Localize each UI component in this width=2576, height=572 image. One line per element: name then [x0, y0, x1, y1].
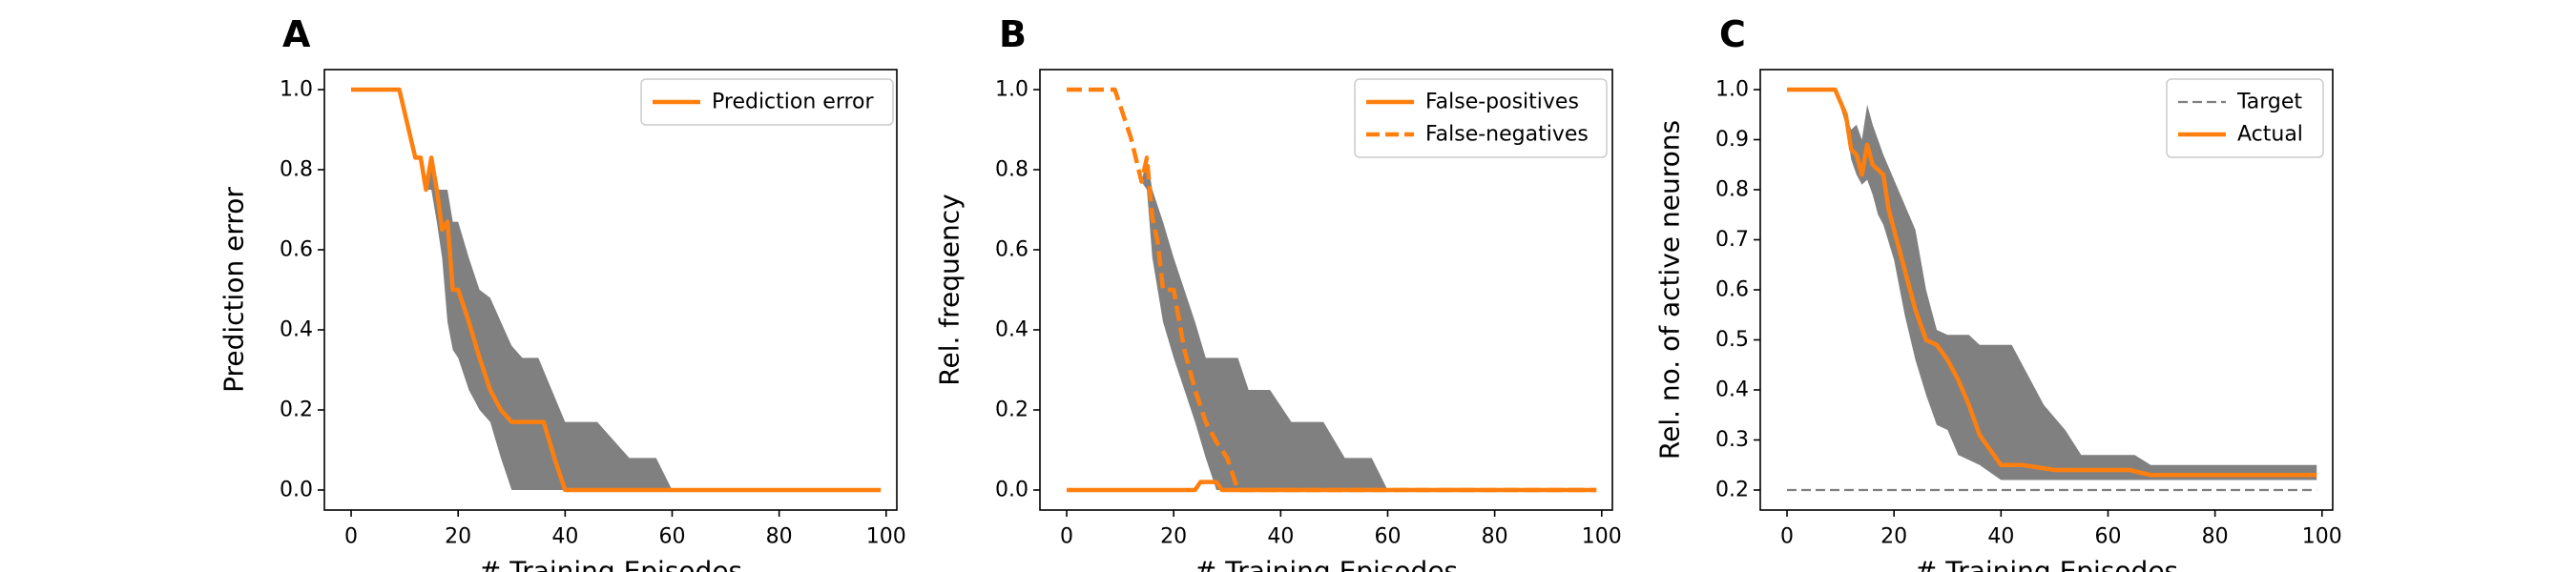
- y-tick-label: 1.0: [1715, 78, 1749, 102]
- legend-label: False-positives: [1425, 91, 1579, 114]
- x-tick-label: 80: [766, 525, 793, 549]
- y-tick-label: 1.0: [280, 78, 313, 102]
- panel-letter: C: [1719, 13, 1746, 55]
- legend: Prediction error: [640, 78, 894, 126]
- x-tick-label: 60: [1374, 525, 1401, 549]
- legend-label: False-negatives: [1425, 123, 1589, 147]
- legend-label: Prediction error: [712, 91, 874, 114]
- x-tick-label: 80: [1482, 525, 1508, 549]
- legend-label: Target: [2236, 91, 2302, 114]
- y-tick-label: 0.8: [1715, 178, 1749, 202]
- y-tick-label: 0.0: [280, 479, 313, 502]
- y-tick-label: 0.4: [995, 318, 1028, 342]
- legend-label: Actual: [2237, 123, 2303, 147]
- y-tick-label: 0.2: [995, 398, 1028, 422]
- band-area: [351, 90, 882, 490]
- y-tick-label: 1.0: [995, 78, 1028, 102]
- y-axis-label: Prediction error: [218, 187, 250, 393]
- panel-letter: B: [999, 13, 1027, 55]
- band-area: [1067, 90, 1597, 490]
- x-tick-label: 0: [1780, 525, 1794, 549]
- y-tick-label: 0.2: [280, 398, 313, 422]
- y-tick-label: 0.7: [1715, 228, 1749, 252]
- x-tick-label: 20: [445, 525, 471, 549]
- x-axis-label: # Training Episodes: [479, 556, 742, 572]
- axes-frame: [1039, 69, 1613, 511]
- series-line-false-negatives: [1067, 87, 1597, 493]
- y-tick-label: 0.0: [995, 479, 1028, 502]
- x-tick-label: 0: [344, 525, 358, 549]
- x-tick-label: 40: [551, 525, 578, 549]
- x-tick-label: 0: [1060, 525, 1073, 549]
- panel-b: B 0 20 40 60 80 100 0.0 0.2 0.4 0.6 0.8 1.0 # Trainin…: [934, 13, 1622, 572]
- x-tick-label: 20: [1880, 525, 1907, 549]
- series-line-actual: [1787, 87, 2317, 478]
- legend: False-positives False-negatives: [1354, 78, 1608, 158]
- x-tick-label: 60: [2094, 525, 2121, 549]
- y-tick-label: 0.8: [995, 158, 1028, 182]
- y-axis-label: Rel. no. of active neurons: [1654, 120, 1686, 460]
- series-line-prediction-error: [351, 87, 882, 493]
- y-tick-label: 0.3: [1715, 428, 1749, 452]
- y-tick-label: 0.4: [280, 318, 313, 342]
- y-tick-label: 0.4: [1715, 378, 1749, 402]
- x-tick-label: 40: [1267, 525, 1294, 549]
- y-tick-label: 0.9: [1715, 128, 1749, 152]
- y-tick-label: 0.6: [1715, 278, 1749, 302]
- x-tick-label: 20: [1160, 525, 1187, 549]
- panel-c: C 0 20 40 60 80 100 0.2 0.3 0.4 0.5 0.6 0.7 0.8 0.9 1.0…: [1654, 13, 2342, 572]
- x-tick-label: 60: [658, 525, 685, 549]
- x-tick-label: 100: [2302, 525, 2342, 549]
- legend-box: [1354, 78, 1608, 158]
- x-axis-label: # Training Episodes: [1195, 556, 1458, 572]
- x-tick-label: 40: [1987, 525, 2014, 549]
- y-tick-label: 0.2: [1715, 479, 1749, 502]
- x-tick-label: 100: [1582, 525, 1622, 549]
- panel-a: A 0 20 40 60 80 100 0.0 0.2 0.4 0.6 0.8 1.0 # Trainin…: [218, 13, 906, 572]
- legend-box: [2166, 78, 2324, 158]
- x-tick-label: 80: [2202, 525, 2229, 549]
- y-axis-label: Rel. frequency: [934, 194, 966, 385]
- legend: Target Actual: [2166, 78, 2324, 158]
- legend-box: [640, 78, 894, 126]
- x-tick-label: 100: [866, 525, 906, 549]
- x-axis-label: # Training Episodes: [1915, 556, 2178, 572]
- y-tick-label: 0.5: [1715, 328, 1749, 352]
- y-tick-label: 0.8: [280, 158, 313, 182]
- panel-letter: A: [282, 13, 311, 55]
- axes-frame: [323, 69, 898, 511]
- y-tick-label: 0.6: [995, 238, 1028, 262]
- y-tick-label: 0.6: [280, 238, 313, 262]
